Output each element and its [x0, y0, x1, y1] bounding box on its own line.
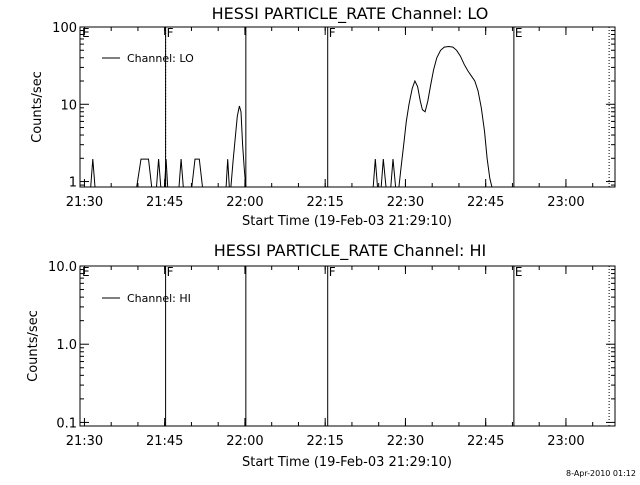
corner-marker-label: E	[82, 26, 90, 40]
x-tick-label: 21:45	[146, 195, 183, 210]
x-tick-label: 22:00	[226, 434, 263, 449]
x-tick-label: 23:00	[547, 195, 584, 210]
chart-title: HESSI PARTICLE_RATE Channel: LO	[212, 4, 489, 24]
x-tick-label: 22:45	[467, 434, 504, 449]
chart-lo: HESSI PARTICLE_RATE Channel: LO Counts/s…	[30, 4, 616, 229]
x-tick-label: 21:30	[66, 434, 103, 449]
event-marker-label: F	[329, 265, 336, 279]
y-tick-label: 10	[60, 98, 77, 113]
footer-timestamp: 8-Apr-2010 01:12	[566, 469, 636, 478]
series-line	[90, 45, 493, 188]
x-tick-label: 22:00	[226, 195, 263, 210]
x-tick-label: 22:45	[467, 195, 504, 210]
axis-ticks: 21:30 21:45 22:00 22:15 22:30 22:45 23:00 0.1 1.…	[48, 260, 615, 449]
event-marker-label: F	[167, 265, 174, 279]
event-marker-label: F	[167, 26, 174, 40]
x-tick-label: 22:15	[306, 195, 343, 210]
x-axis-label: Start Time (19-Feb-03 21:29:10)	[242, 455, 452, 470]
y-tick-label: 0.1	[56, 416, 77, 431]
y-tick-label: 1	[69, 176, 77, 191]
event-marker-label: E	[515, 265, 523, 279]
legend-label: Channel: LO	[127, 52, 194, 65]
plot-frame	[79, 265, 616, 427]
x-axis-label: Start Time (19-Feb-03 21:29:10)	[242, 214, 452, 229]
event-marker-label: F	[329, 26, 336, 40]
plot-frame	[79, 26, 616, 188]
x-tick-label: 22:30	[387, 434, 424, 449]
y-tick-label: 1.0	[56, 338, 77, 353]
y-tick-label: 10.0	[48, 260, 77, 275]
x-tick-label: 21:45	[146, 434, 183, 449]
x-tick-label: 21:30	[66, 195, 103, 210]
corner-marker-label: E	[82, 265, 90, 279]
x-tick-label: 22:30	[387, 195, 424, 210]
x-tick-label: 23:00	[547, 434, 584, 449]
y-axis-label: Counts/sec	[30, 71, 45, 143]
series-layer	[90, 45, 493, 188]
axis-ticks: 21:30 21:45 22:00 22:15 22:30 22:45 23:00 1 10 10…	[52, 21, 615, 210]
chart-hi: HESSI PARTICLE_RATE Channel: HI Counts/s…	[26, 241, 616, 470]
legend-label: Channel: HI	[127, 292, 191, 305]
event-marker-label: E	[515, 26, 523, 40]
x-tick-label: 22:15	[306, 434, 343, 449]
chart-title: HESSI PARTICLE_RATE Channel: HI	[214, 241, 487, 261]
y-axis-label: Counts/sec	[26, 310, 41, 382]
y-tick-label: 100	[52, 21, 77, 36]
